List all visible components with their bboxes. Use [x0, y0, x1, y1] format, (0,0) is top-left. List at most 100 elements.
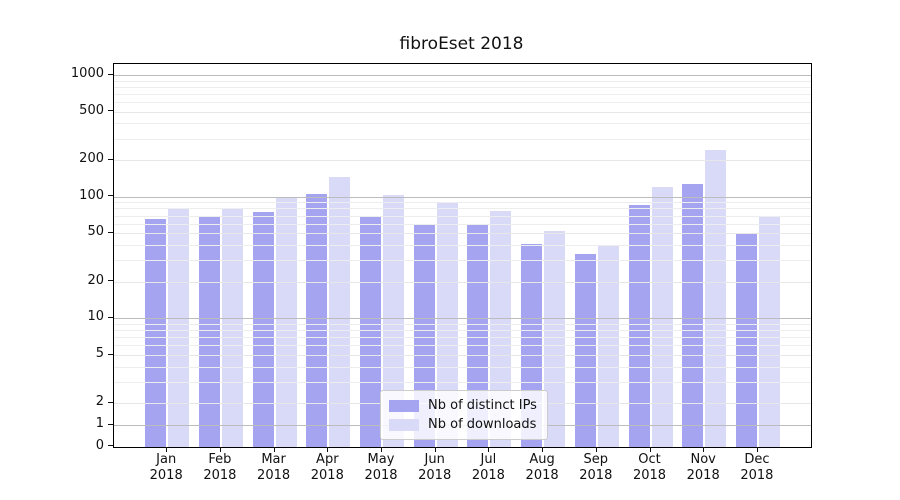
- bar-downloads-nov: [705, 149, 727, 447]
- x-tick: [649, 447, 651, 452]
- minor-gridline: [114, 260, 811, 262]
- y-tick: [108, 353, 113, 355]
- x-tick: [488, 447, 490, 452]
- legend-item-downloads: Nb of downloads: [389, 415, 539, 434]
- legend-label-downloads: Nb of downloads: [428, 417, 537, 432]
- legend: Nb of distinct IPs Nb of downloads: [380, 390, 548, 440]
- x-tick: [756, 447, 758, 452]
- y-tick: [108, 423, 113, 425]
- minor-gridline: [114, 330, 811, 332]
- bar-ips-sep: [574, 253, 596, 447]
- x-tick-label: Nov 2018: [686, 452, 720, 483]
- bar-downloads-jul: [490, 211, 512, 447]
- minor-gridline: [114, 138, 811, 140]
- bar-ips-may: [360, 216, 381, 447]
- x-tick-label: Jun 2018: [418, 452, 452, 483]
- x-tick: [381, 447, 382, 452]
- bar-downloads-feb: [221, 208, 243, 447]
- y-tick-label: 50: [87, 224, 104, 240]
- x-tick: [327, 447, 329, 452]
- y-tick-label: 20: [87, 272, 104, 288]
- x-tick: [542, 447, 544, 452]
- minor-gridline: [114, 245, 811, 247]
- x-tick-label: Aug 2018: [525, 452, 559, 483]
- legend-swatch-downloads: [389, 418, 419, 431]
- minor-gridline: [114, 345, 811, 347]
- minor-gridline: [114, 86, 811, 88]
- minor-gridline: [114, 233, 811, 235]
- x-tick: [595, 447, 597, 452]
- x-tick-label: May 2018: [364, 452, 398, 483]
- x-tick-label: Sep 2018: [579, 452, 613, 483]
- y-tick: [108, 195, 113, 197]
- minor-gridline: [114, 223, 811, 225]
- bar-ips-mar: [252, 211, 274, 447]
- y-tick: [108, 316, 113, 318]
- x-tick: [219, 447, 221, 452]
- minor-gridline: [114, 281, 811, 283]
- bar-ips-nov: [682, 184, 704, 447]
- bar-ips-apr: [306, 194, 328, 447]
- y-tick-label: 1: [95, 416, 104, 432]
- y-tick: [108, 110, 113, 112]
- minor-gridline: [114, 80, 811, 82]
- y-tick-label: 100: [79, 187, 104, 203]
- x-tick-label: Jan 2018: [149, 452, 183, 483]
- y-tick: [108, 445, 113, 447]
- x-tick-label: Mar 2018: [257, 452, 291, 483]
- y-tick-label: 500: [79, 102, 104, 118]
- x-tick-label: Jul 2018: [471, 452, 505, 483]
- minor-gridline: [114, 382, 811, 384]
- minor-gridline: [114, 123, 811, 125]
- minor-gridline: [114, 93, 811, 95]
- bar-ips-dec: [735, 233, 757, 447]
- x-tick: [166, 447, 168, 452]
- minor-gridline: [114, 355, 811, 357]
- y-tick: [108, 158, 113, 160]
- minor-gridline: [114, 323, 811, 325]
- y-tick: [108, 401, 113, 403]
- x-tick: [273, 447, 275, 452]
- minor-gridline: [114, 202, 811, 204]
- minor-gridline: [114, 337, 811, 339]
- bar-downloads-dec: [758, 216, 780, 447]
- bar-downloads-apr: [329, 177, 351, 447]
- y-tick: [108, 231, 113, 233]
- bar-downloads-jan: [168, 209, 190, 447]
- bar-downloads-oct: [651, 187, 673, 447]
- y-tick-label: 10: [87, 309, 104, 325]
- y-tick-label: 5: [95, 346, 104, 362]
- legend-swatch-distinct-ips: [389, 399, 419, 412]
- chart-title: fibroEset 2018: [399, 34, 524, 54]
- x-tick-label: Apr 2018: [310, 452, 344, 483]
- minor-gridline: [114, 111, 811, 113]
- y-tick-label: 200: [79, 151, 104, 167]
- y-tick: [108, 280, 113, 282]
- minor-gridline: [114, 366, 811, 368]
- minor-gridline: [114, 101, 811, 103]
- y-tick-label: 0: [95, 437, 104, 453]
- bar-ips-jan: [145, 219, 167, 447]
- major-gridline: [114, 75, 811, 76]
- x-tick-label: Dec 2018: [740, 452, 774, 483]
- x-tick-label: Feb 2018: [203, 452, 237, 483]
- y-tick-label: 1000: [70, 66, 104, 81]
- major-gridline: [114, 318, 811, 320]
- plot-area: [113, 63, 812, 448]
- y-tick-label: 2: [95, 394, 104, 410]
- x-tick-label: Oct 2018: [632, 452, 667, 483]
- legend-label-distinct-ips: Nb of distinct IPs: [428, 398, 537, 413]
- bar-downloads-may: [383, 194, 404, 447]
- major-gridline: [114, 196, 811, 198]
- bar-ips-oct: [628, 204, 650, 447]
- bar-downloads-aug: [544, 231, 566, 447]
- bar-downloads-mar: [275, 198, 297, 447]
- minor-gridline: [114, 208, 811, 210]
- x-tick: [434, 447, 436, 452]
- legend-item-distinct-ips: Nb of distinct IPs: [389, 396, 539, 415]
- x-tick: [703, 447, 705, 452]
- minor-gridline: [114, 215, 811, 217]
- minor-gridline: [114, 160, 811, 162]
- y-tick: [108, 73, 113, 75]
